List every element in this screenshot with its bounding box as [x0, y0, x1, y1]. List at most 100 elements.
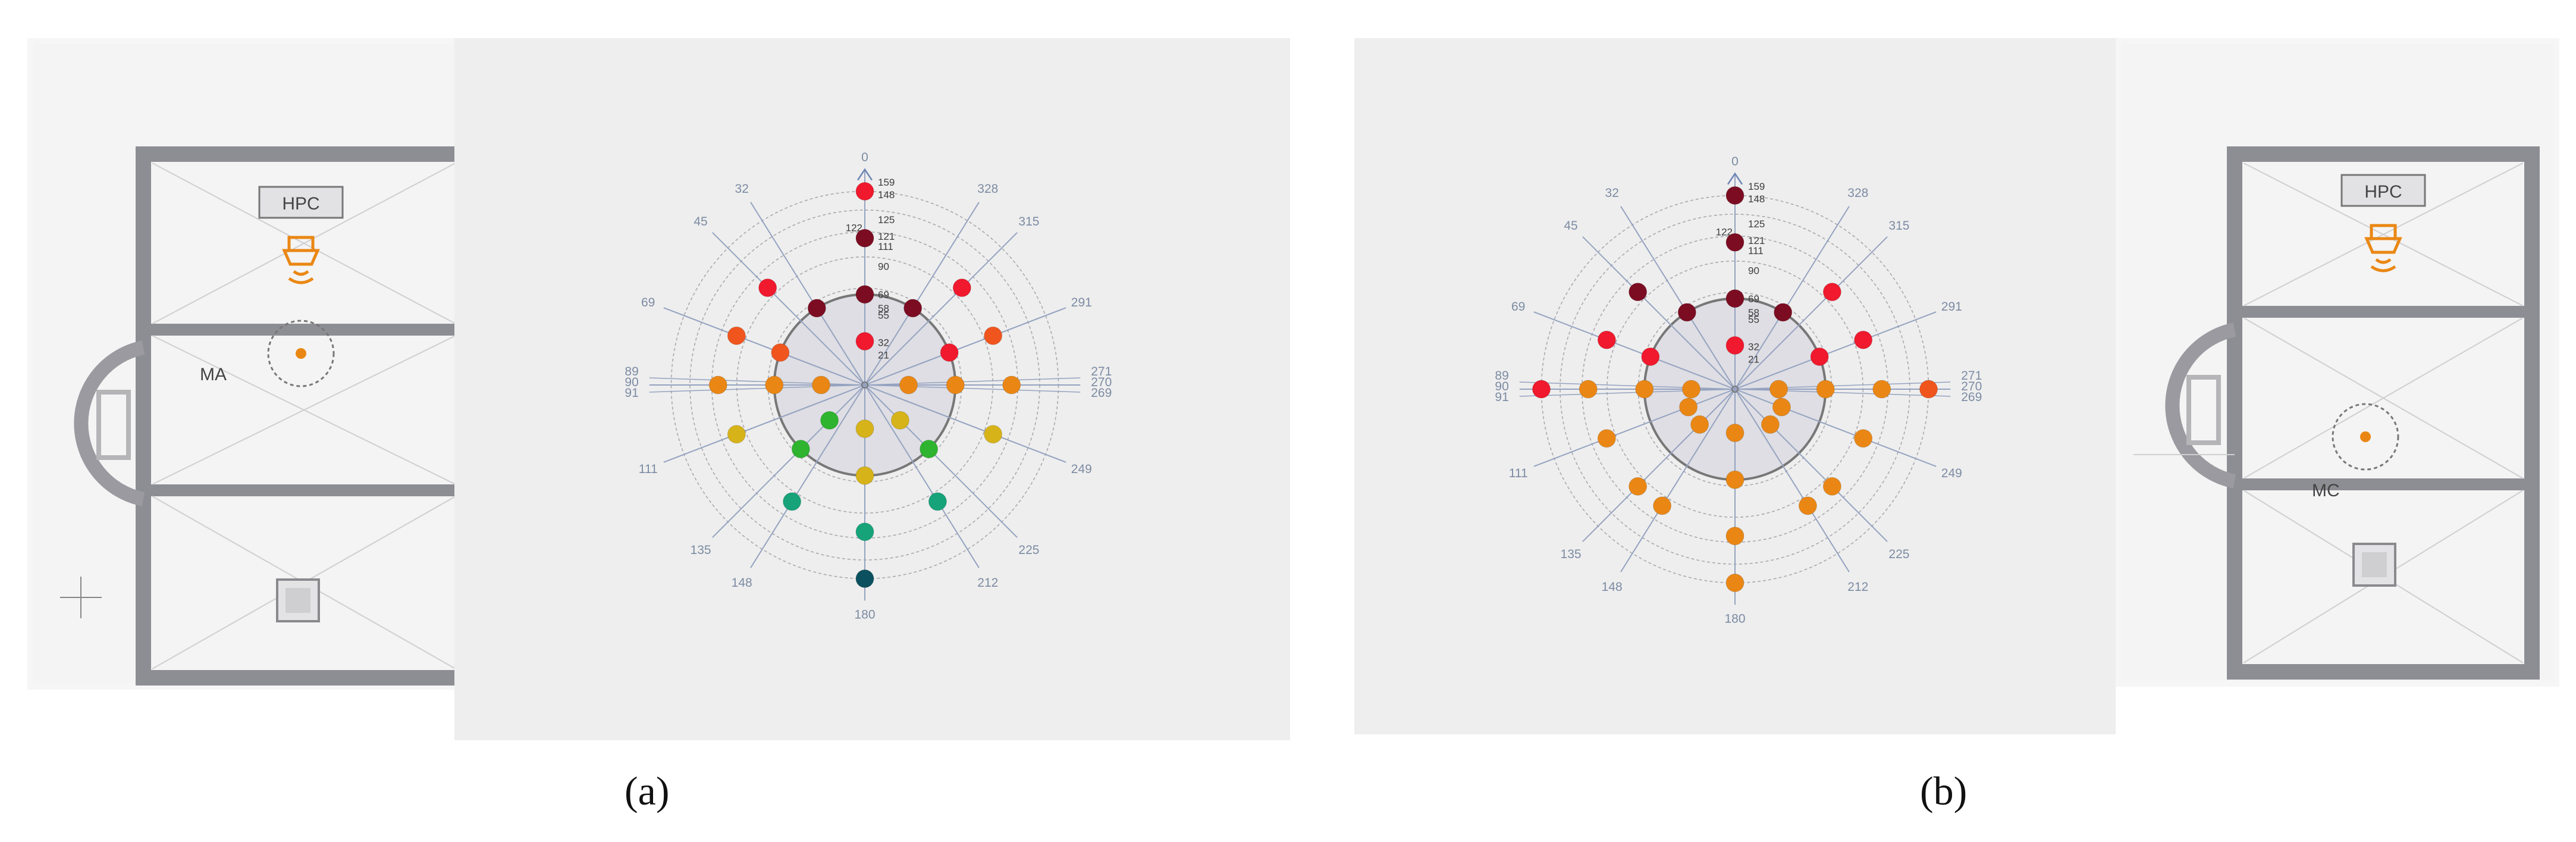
data-point: [1816, 380, 1835, 399]
axis-label-top: 0: [1731, 155, 1739, 168]
data-point: [1690, 415, 1709, 434]
axis-label-diagonal: 148: [1602, 580, 1623, 594]
data-point: [1532, 380, 1551, 399]
axis-line: [712, 384, 865, 538]
axis-line: [864, 384, 980, 568]
radial-label: 125: [1748, 218, 1765, 230]
axis-line: [750, 384, 865, 568]
ma-label: MA: [200, 365, 227, 384]
data-point: [708, 375, 727, 395]
hpc-box-b: [2340, 174, 2426, 207]
data-point: [920, 440, 939, 459]
data-point: [1653, 496, 1672, 515]
data-point: [1679, 397, 1698, 417]
data-point: [1725, 424, 1744, 442]
axis-label-left: 90: [625, 375, 638, 389]
data-point: [1725, 233, 1744, 252]
axis-label-left: 91: [1495, 390, 1508, 404]
data-point: [765, 375, 784, 395]
radial-label: 55: [1748, 314, 1759, 325]
axis-label-diagonal: 32: [735, 182, 749, 196]
axis-line: [1734, 206, 1850, 390]
axis-label-diagonal: 148: [732, 576, 752, 590]
radial-label: 55: [878, 309, 889, 321]
data-point: [1629, 283, 1648, 302]
data-point: [758, 278, 777, 298]
axis-line: [663, 384, 865, 463]
axis-line: [864, 384, 1018, 538]
data-point: [855, 332, 874, 350]
axis-line: [1620, 389, 1736, 572]
radial-label: 21: [1748, 354, 1759, 365]
axis-line: [750, 202, 865, 386]
axis-line: [1582, 389, 1736, 542]
axis-line: [1734, 389, 1888, 542]
axis-label-right: 269: [1091, 386, 1112, 400]
axis-label-bottom: 180: [1724, 612, 1745, 625]
data-point: [899, 375, 918, 395]
axis-line: [1533, 389, 1736, 467]
radial-label: 111: [878, 241, 893, 252]
data-point: [890, 411, 909, 430]
data-point: [1725, 527, 1744, 546]
radial-label: 32: [878, 337, 889, 349]
caption-a: (a): [625, 768, 670, 813]
floor-plan-a-drawing: HPC MA: [33, 44, 485, 686]
axis-label-diagonal: 315: [1018, 215, 1039, 229]
data-point: [1682, 380, 1700, 399]
north-arrow: [856, 168, 873, 181]
radial-label: 69: [1748, 293, 1759, 305]
center-point: [1731, 386, 1739, 393]
axis-label-right: 271: [1961, 369, 1982, 383]
axis-label-diagonal: 32: [1605, 186, 1619, 200]
data-point: [1677, 303, 1696, 322]
data-point: [1725, 574, 1744, 592]
data-point: [1772, 397, 1791, 417]
radial-label: 122: [846, 222, 862, 233]
axis-line: [864, 202, 980, 386]
radial-label: 159: [878, 177, 895, 188]
axis-label-diagonal: 45: [1564, 219, 1577, 233]
axis-label-diagonal: 328: [1847, 186, 1868, 200]
data-point: [952, 278, 971, 298]
data-point: [855, 569, 874, 588]
hpc-box: [258, 186, 344, 219]
data-point: [1725, 336, 1744, 355]
speaker-icon-b: [2364, 224, 2402, 273]
polar-diagram-b: 0 180 89 90 91 271 270 269 32 328 45 315 69 291 111 249…: [1354, 38, 2116, 734]
axis-label-right: 270: [1091, 375, 1112, 389]
axis-line: [1620, 206, 1736, 390]
axis-line: [1734, 389, 1937, 467]
data-point: [1774, 303, 1793, 322]
axis-label-diagonal: 135: [1561, 547, 1582, 561]
radial-label: 122: [1716, 226, 1733, 237]
axis-label-top: 0: [861, 151, 868, 164]
data-point: [928, 492, 947, 511]
axis-label-diagonal: 111: [1509, 467, 1528, 480]
data-point: [1854, 429, 1873, 448]
axis-line: [864, 232, 1018, 386]
axis-line: [864, 307, 1066, 386]
data-point: [771, 343, 790, 362]
data-point: [1579, 380, 1598, 399]
axis-label-diagonal: 45: [694, 215, 707, 229]
data-point: [1822, 283, 1841, 302]
speaker-icon: [282, 236, 320, 284]
data-point: [1919, 380, 1938, 399]
axis-label-diagonal: 249: [1071, 462, 1092, 476]
axis-line: [864, 384, 1066, 463]
polar-diagram-a: 0 180 89 90 91 271 270 269 32 328 45 315 69 291 111 249…: [454, 38, 1290, 740]
axis-label-diagonal: 69: [641, 296, 655, 309]
caption-b: (b): [1920, 768, 1968, 813]
data-point: [727, 326, 746, 345]
data-point: [1810, 347, 1829, 366]
axis-label-diagonal: 111: [639, 462, 658, 476]
data-point: [1635, 380, 1654, 399]
radial-label: 69: [878, 289, 889, 301]
data-point: [855, 466, 874, 485]
data-point: [1725, 186, 1744, 205]
radial-label: 125: [878, 214, 895, 226]
axis-label-diagonal: 291: [1941, 300, 1962, 314]
data-point: [855, 420, 874, 438]
axis-label-right: 271: [1091, 365, 1112, 378]
